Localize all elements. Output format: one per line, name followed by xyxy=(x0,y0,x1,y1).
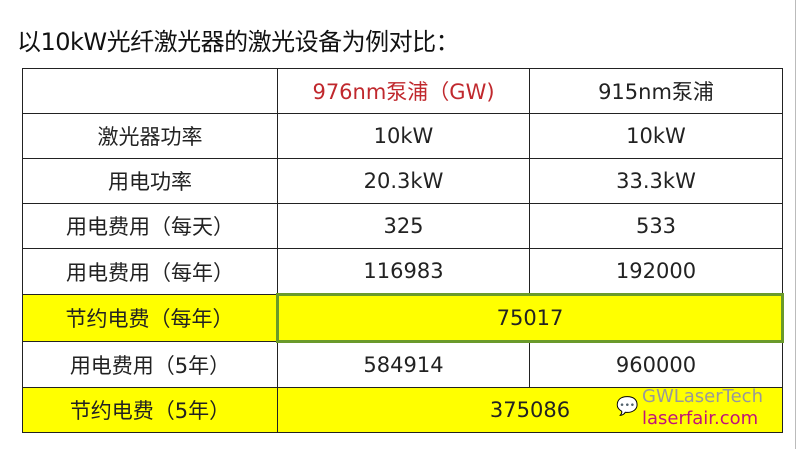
row-label: 用电费用（5年） xyxy=(22,341,278,388)
cell-976: 116983 xyxy=(277,248,530,295)
row-label: 节约电费（每年） xyxy=(22,294,278,342)
table-row: 激光器功率 10kW 10kW xyxy=(22,113,783,159)
row-label: 用电费用（每天） xyxy=(22,203,278,249)
row-label: 激光器功率 xyxy=(22,113,278,159)
table-header-row: 976nm泵浦（GW) 915nm泵浦 xyxy=(22,68,783,114)
header-915nm: 915nm泵浦 xyxy=(529,68,783,114)
merged-savings-cell[interactable]: 75017 xyxy=(276,293,784,343)
row-label: 节约电费（5年） xyxy=(22,387,278,433)
right-edge-divider xyxy=(795,0,796,449)
cell-915: 533 xyxy=(529,203,783,249)
cell-915: 192000 xyxy=(529,248,783,295)
watermark: 💬 GWLaserTech laserfair.com xyxy=(616,386,794,432)
page-title: 以10kW光纤激光器的激光设备为例对比： xyxy=(17,28,460,56)
table-row: 用电费用（每天） 325 533 xyxy=(22,203,783,249)
header-empty xyxy=(22,68,278,114)
cell-976: 584914 xyxy=(277,341,530,388)
cell-976: 10kW xyxy=(277,113,530,159)
cell-915: 33.3kW xyxy=(529,158,783,204)
table-row: 用电费用（每年） 116983 192000 xyxy=(22,248,783,295)
table-row: 用电费用（5年） 584914 960000 xyxy=(22,341,783,388)
header-976nm: 976nm泵浦（GW) xyxy=(277,68,530,114)
merged-savings-cell: 375086 xyxy=(277,387,783,433)
row-label: 用电费用（每年） xyxy=(22,248,278,295)
cell-915: 10kW xyxy=(529,113,783,159)
cell-915: 960000 xyxy=(529,341,783,388)
row-label: 用电功率 xyxy=(22,158,278,204)
wechat-icon: 💬 xyxy=(616,396,639,417)
cell-976: 325 xyxy=(277,203,530,249)
cell-976: 20.3kW xyxy=(277,158,530,204)
table-row-highlighted: 节约电费（5年） 375086 xyxy=(22,387,783,433)
watermark-text-gray: GWLaserTech xyxy=(642,386,763,407)
comparison-table: 976nm泵浦（GW) 915nm泵浦 激光器功率 10kW 10kW 用电功率… xyxy=(22,68,784,433)
table-row: 用电功率 20.3kW 33.3kW xyxy=(22,158,783,204)
table-row-highlighted: 节约电费（每年） 75017 xyxy=(22,293,784,343)
watermark-text-magenta: laserfair.com xyxy=(642,408,759,429)
